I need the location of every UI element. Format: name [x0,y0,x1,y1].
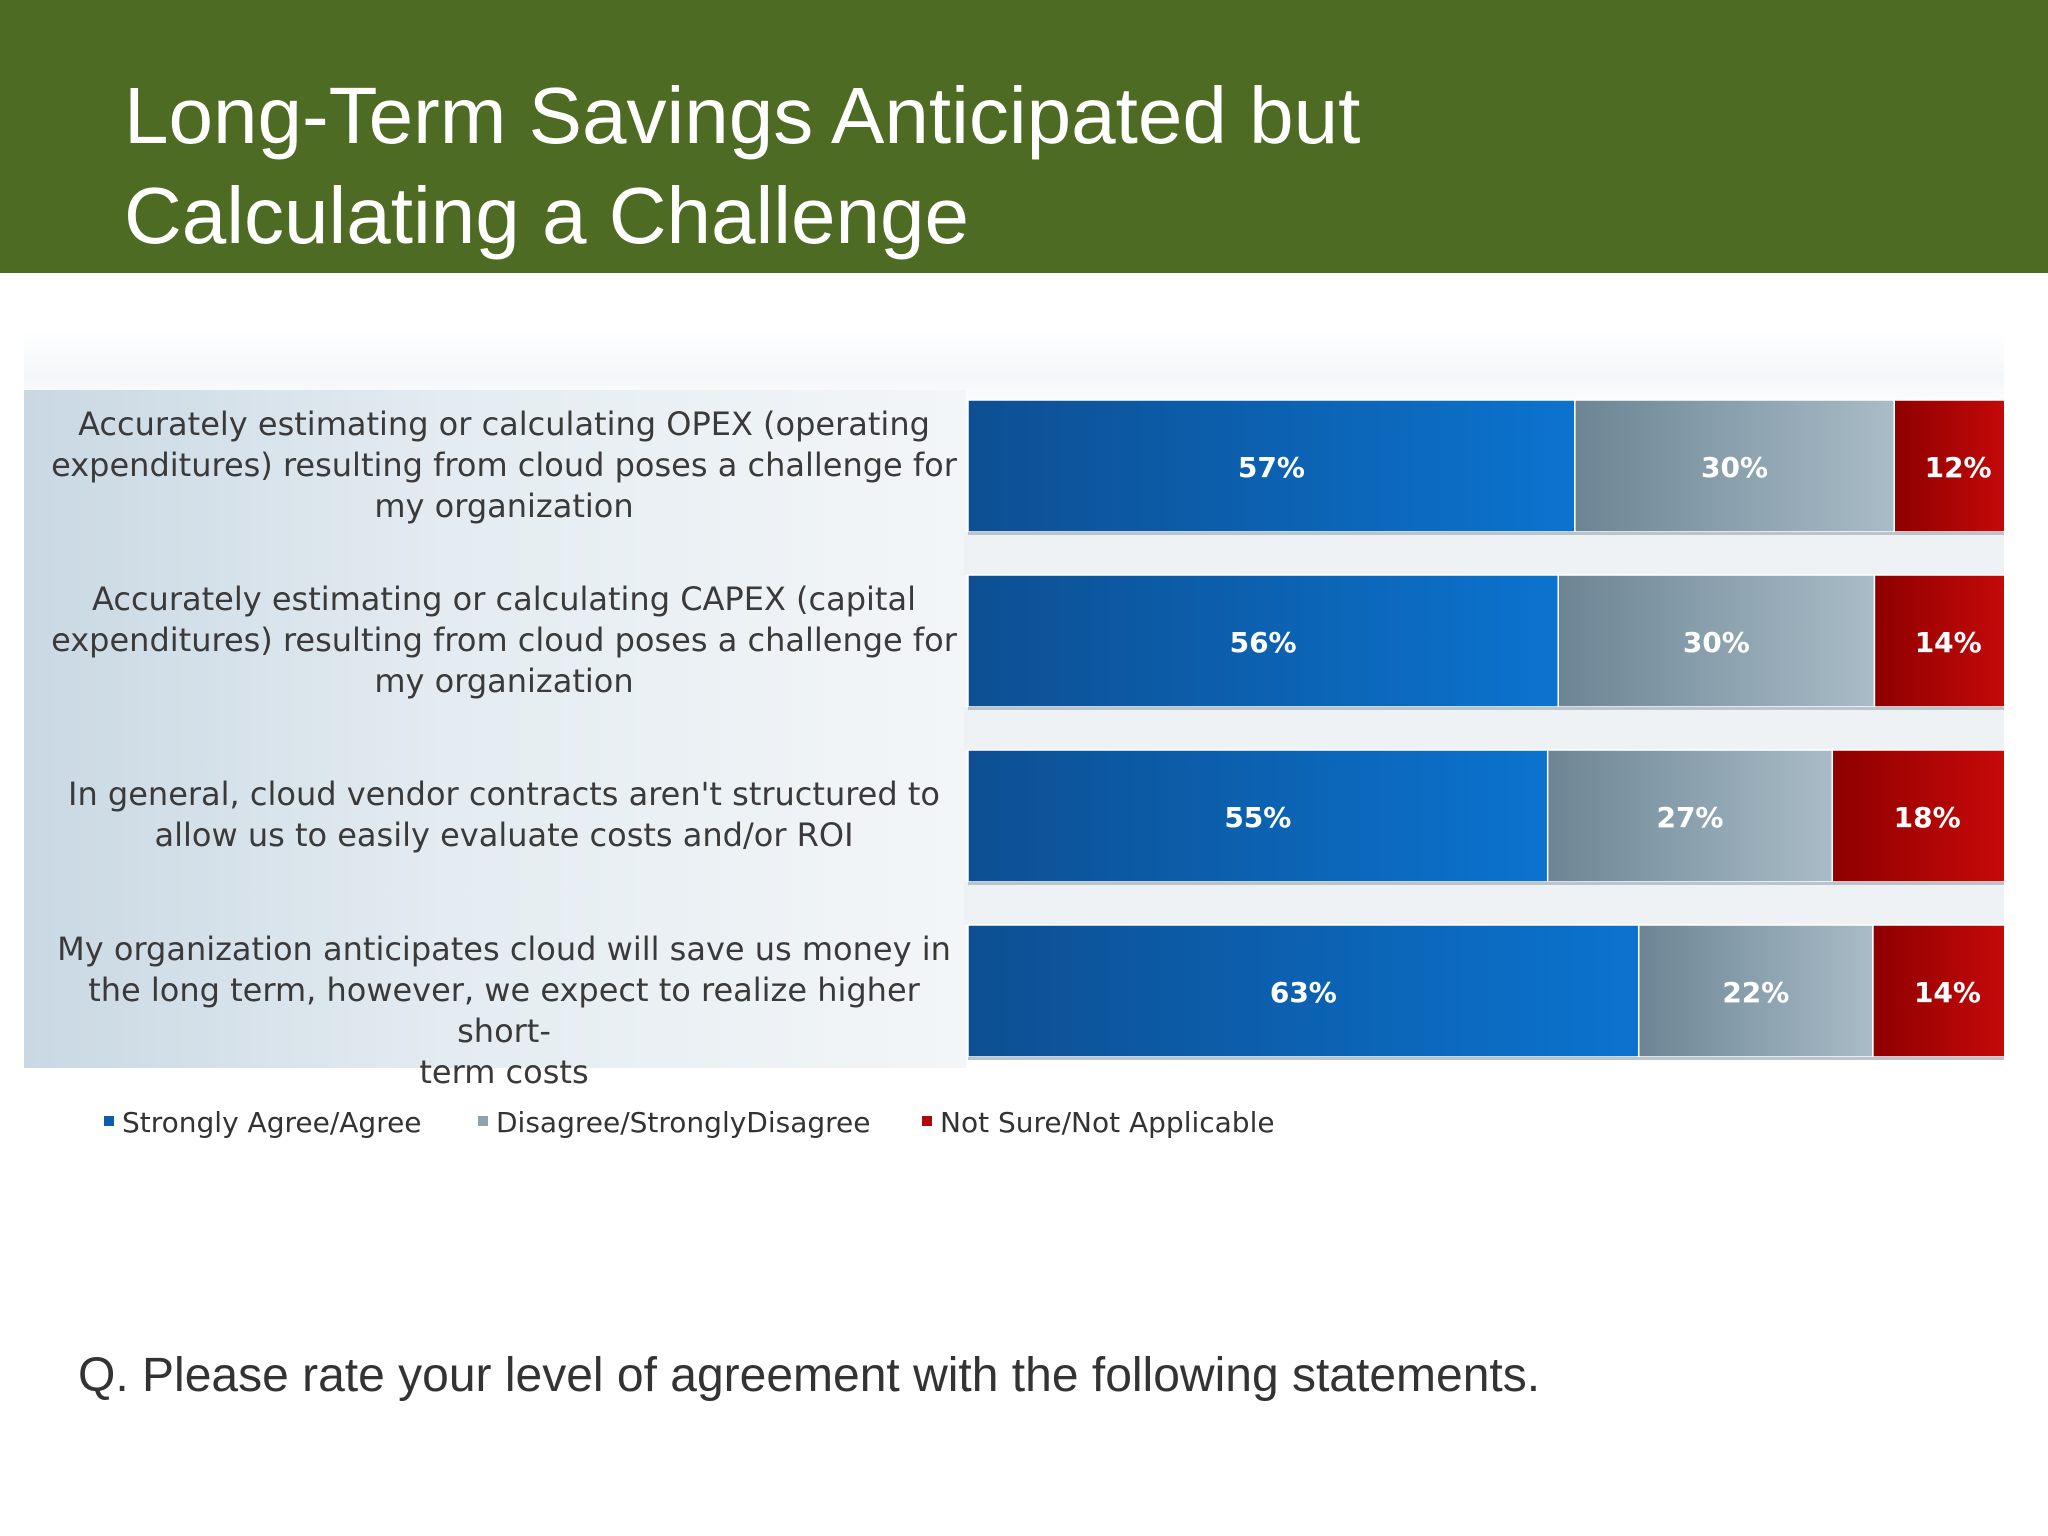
data-label-agree-row-2: 56% [1230,626,1297,659]
category-label-line: Accurately estimating or calculating OPE… [78,404,930,443]
category-label-row-1: Accurately estimating or calculating OPE… [44,404,964,527]
category-label-row-4: My organization anticipates cloud will s… [44,929,964,1093]
data-label-not-sure-row-3: 18% [1894,801,1961,834]
survey-question: Q. Please rate your level of agreement w… [78,1349,1541,1402]
bar-segment-agree-row-3 [967,749,1549,883]
category-label-line: In general, cloud vendor contracts aren'… [68,775,940,813]
bar-segment-agree-row-1 [967,399,1576,533]
bar-segment-disagree-row-3 [1546,749,1834,883]
bar-segment-agree-row-2 [967,574,1559,708]
bar-shadow-row-2 [968,707,2004,710]
bar-shadow-row-1 [968,532,2004,535]
data-label-agree-row-1: 57% [1238,451,1305,484]
category-label-line: My organization anticipates cloud will s… [57,929,951,968]
bar-shadow-row-3 [968,882,2004,885]
bar-gap-band [964,882,2004,925]
slide-header: Long-Term Savings Anticipated but Calcul… [0,0,2048,273]
legend-item-disagree: Disagree/StronglyDisagree [478,1106,871,1139]
bar-segment-not-sure-row-1 [1893,399,2004,533]
bar-segment-not-sure-row-4 [1872,924,2004,1058]
legend-swatch-not-sure [922,1116,932,1126]
bar-gap-band [964,532,2004,575]
category-label-panel [24,390,966,1068]
data-label-disagree-row-4: 22% [1722,976,1789,1009]
bar-segment-not-sure-row-2 [1873,574,2004,708]
legend-label-agree: Strongly Agree/Agree [122,1106,422,1139]
legend-swatch-disagree [478,1116,488,1126]
bar-segment-not-sure-row-3 [1831,749,2004,883]
category-label-line: term costs [419,1052,589,1091]
category-label-line: my organization [374,661,634,700]
category-label-line: allow us to easily evaluate costs and/or… [154,816,854,854]
bar-gap-band [964,707,2004,750]
data-label-not-sure-row-2: 14% [1915,626,1982,659]
chart-area: Accurately estimating or calculating OPE… [24,330,2004,1091]
stacked-bar-chart: 57% 30% 12% 56% 30% 14% 55% 27% 18% 63% 22% 14% [964,399,2004,1060]
legend-label-not-sure: Not Sure/Not Applicable [940,1106,1275,1139]
bar-segment-disagree-row-4 [1637,924,1874,1058]
slide-title-line-1: Long-Term Savings Anticipated but [124,71,1361,160]
bar-shadow-row-4 [968,1057,2004,1060]
data-label-not-sure-row-1: 12% [1925,451,1992,484]
data-label-not-sure-row-4: 14% [1914,976,1981,1009]
category-label-line: expenditures) resulting from cloud poses… [51,620,957,659]
slide-title: Long-Term Savings Anticipated but Calcul… [124,66,1824,266]
legend-item-agree: Strongly Agree/Agree [104,1106,422,1139]
data-label-disagree-row-3: 27% [1656,801,1723,834]
category-label-row-3: In general, cloud vendor contracts aren'… [44,774,964,856]
data-label-disagree-row-1: 30% [1701,451,1768,484]
slide-title-line-2: Calculating a Challenge [124,171,969,260]
category-label-line: Accurately estimating or calculating CAP… [92,579,916,618]
bar-segment-disagree-row-2 [1557,574,1876,708]
category-label-line: the long term, however, we expect to rea… [88,970,920,1050]
data-label-disagree-row-2: 30% [1683,626,1750,659]
category-label-line: expenditures) resulting from cloud poses… [51,445,957,484]
data-label-agree-row-4: 63% [1270,976,1337,1009]
category-label-row-2: Accurately estimating or calculating CAP… [44,579,964,702]
data-label-agree-row-3: 55% [1224,801,1291,834]
category-label-line: my organization [374,486,634,525]
legend-swatch-agree [104,1116,114,1126]
legend-item-not-sure: Not Sure/Not Applicable [922,1106,1275,1139]
legend-label-disagree: Disagree/StronglyDisagree [496,1106,871,1139]
